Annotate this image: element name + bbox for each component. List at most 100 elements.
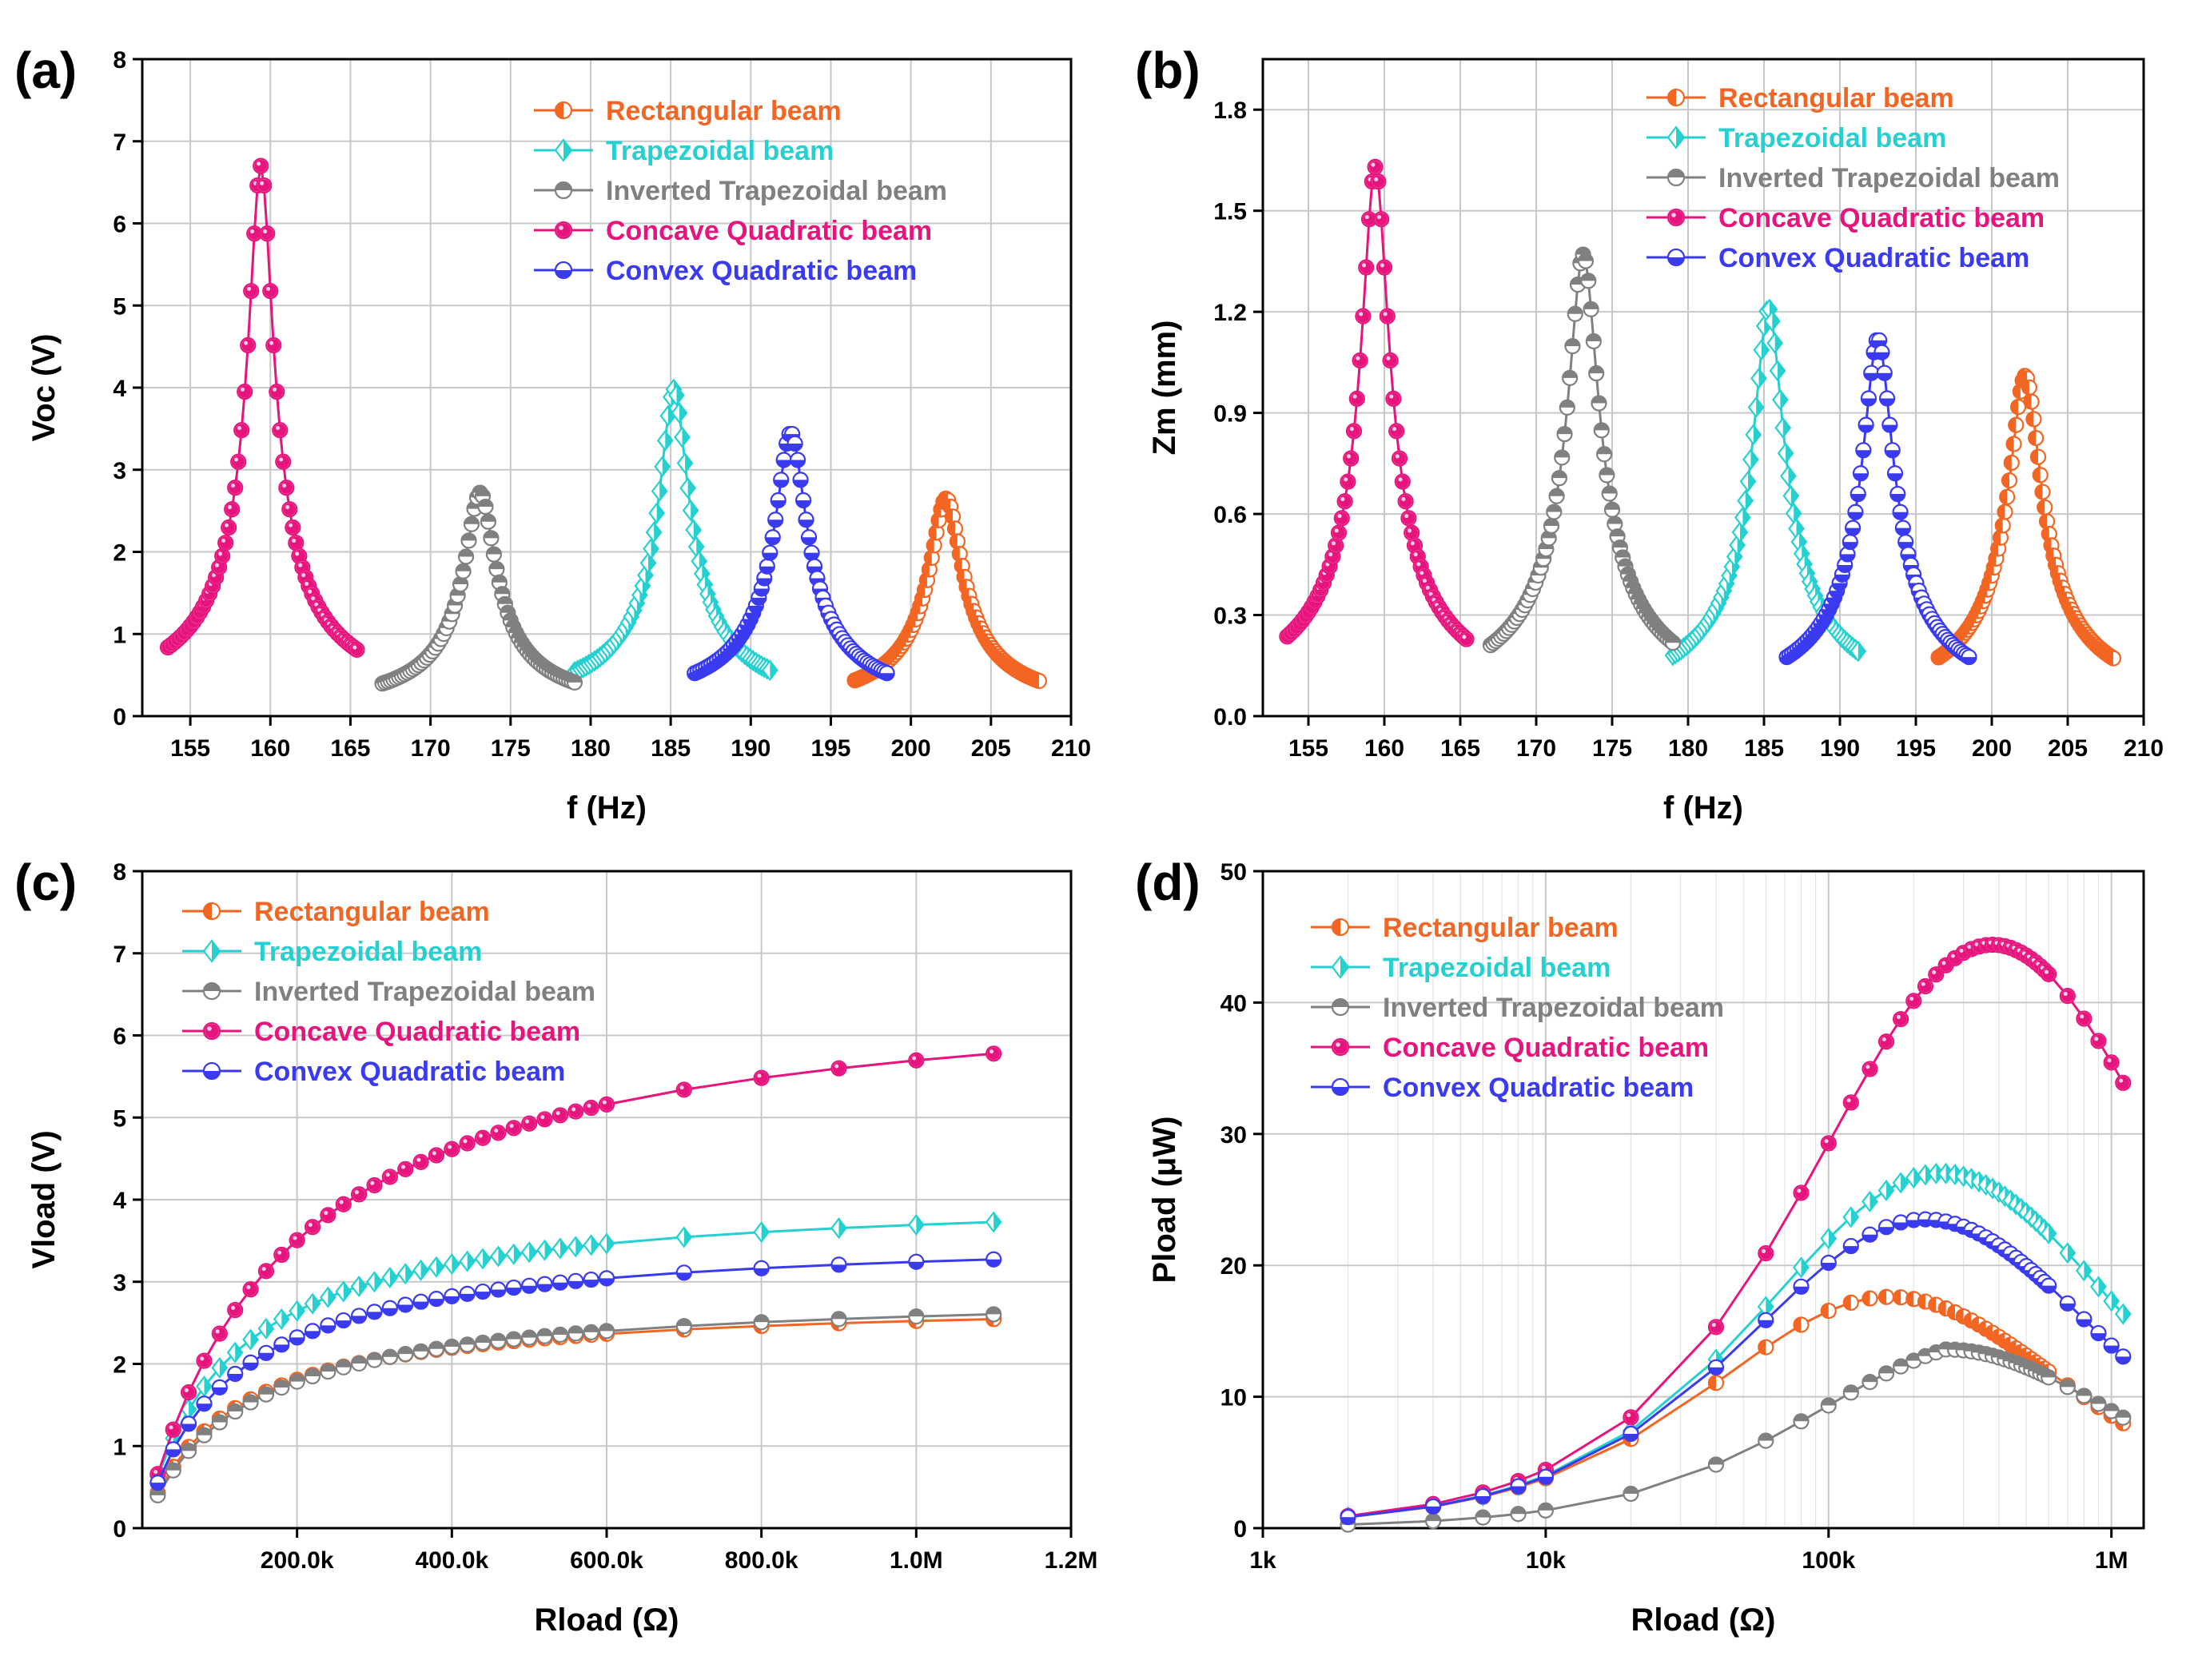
x-tick-label: 155 bbox=[170, 735, 210, 762]
data-point bbox=[1424, 1498, 1442, 1515]
y-tick-label: 1.5 bbox=[1213, 199, 1247, 225]
data-point bbox=[320, 1317, 336, 1334]
x-tick-label: 205 bbox=[971, 735, 1011, 762]
x-tick-label: 100k bbox=[1802, 1547, 1855, 1574]
data-point bbox=[536, 1276, 553, 1292]
legend-entry: Inverted Trapezoidal beam bbox=[182, 977, 595, 1007]
data-point bbox=[521, 1115, 538, 1132]
data-point bbox=[1475, 1487, 1491, 1505]
series-convex-quadratic-beam bbox=[1340, 1211, 2132, 1526]
y-tick-label: 7 bbox=[113, 942, 126, 968]
legend-entry: Trapezoidal beam bbox=[182, 937, 482, 967]
data-point bbox=[1382, 352, 1399, 369]
data-point bbox=[1847, 504, 1864, 520]
data-point bbox=[2001, 472, 2018, 489]
x-tick-label: 200 bbox=[891, 735, 931, 762]
series-concave-quadratic-beam bbox=[149, 1045, 1002, 1483]
data-point bbox=[304, 1292, 321, 1315]
data-point bbox=[1862, 1061, 1878, 1077]
data-point bbox=[428, 1256, 445, 1278]
data-point bbox=[214, 547, 231, 564]
data-point bbox=[1367, 158, 1384, 175]
legend-label: Inverted Trapezoidal beam bbox=[1383, 993, 1724, 1023]
data-point bbox=[281, 501, 298, 518]
data-point bbox=[1340, 1509, 1356, 1526]
legend-entry: Concave Quadratic beam bbox=[534, 216, 932, 246]
data-point bbox=[1603, 501, 1621, 518]
data-point bbox=[1388, 423, 1405, 440]
data-point bbox=[1878, 390, 1896, 407]
data-point bbox=[830, 1217, 847, 1240]
legend-entry: Trapezoidal beam bbox=[534, 136, 834, 166]
series-concave-quadratic-beam bbox=[1279, 158, 1475, 647]
data-point bbox=[381, 1266, 399, 1288]
data-point bbox=[273, 1246, 290, 1264]
panel-label: (a) bbox=[14, 42, 77, 99]
data-point bbox=[1750, 367, 1767, 389]
data-point bbox=[490, 1281, 507, 1298]
data-point bbox=[651, 480, 668, 502]
data-point bbox=[908, 1052, 925, 1069]
x-tick-label: 210 bbox=[1051, 735, 1091, 762]
data-point bbox=[687, 535, 705, 558]
data-point bbox=[2103, 1290, 2120, 1312]
x-tick-label: 155 bbox=[1288, 735, 1328, 762]
data-point bbox=[923, 549, 940, 567]
data-point bbox=[908, 1253, 925, 1270]
data-point bbox=[764, 529, 781, 546]
data-point bbox=[2041, 1369, 2057, 1386]
data-point bbox=[253, 157, 269, 174]
data-point bbox=[753, 1221, 770, 1244]
series-rectangular-beam bbox=[1930, 368, 2122, 667]
y-tick-label: 1.2 bbox=[1213, 300, 1247, 326]
data-point bbox=[2115, 1348, 2132, 1365]
plot-frame bbox=[1261, 58, 2145, 718]
data-point bbox=[598, 1323, 615, 1340]
data-point bbox=[227, 480, 244, 496]
data-point bbox=[753, 1314, 770, 1331]
data-point bbox=[246, 225, 263, 242]
data-point bbox=[474, 1334, 492, 1352]
data-point bbox=[304, 1323, 321, 1340]
data-point bbox=[1559, 399, 1575, 416]
data-point bbox=[2090, 1033, 2107, 1049]
data-point bbox=[269, 383, 285, 400]
x-tick-label: 1k bbox=[1249, 1547, 1276, 1574]
data-point bbox=[366, 1304, 383, 1320]
data-point bbox=[1884, 442, 1901, 459]
data-point bbox=[1623, 1409, 1639, 1426]
panel-label: (d) bbox=[1135, 854, 1201, 911]
y-tick-label: 2 bbox=[113, 540, 126, 567]
data-point bbox=[412, 1153, 429, 1170]
y-tick-label: 7 bbox=[113, 129, 126, 156]
data-point bbox=[320, 1363, 336, 1380]
data-point bbox=[1763, 310, 1781, 332]
data-point bbox=[1905, 1352, 1922, 1369]
legend-entry: Inverted Trapezoidal beam bbox=[534, 176, 947, 206]
data-point bbox=[1961, 649, 1977, 666]
data-point bbox=[273, 1308, 290, 1331]
data-point bbox=[2059, 1379, 2076, 1395]
data-point bbox=[2115, 1409, 2132, 1426]
data-point bbox=[1333, 510, 1350, 527]
data-point bbox=[1731, 521, 1749, 543]
data-point bbox=[273, 1336, 290, 1353]
data-point bbox=[1591, 395, 1607, 412]
data-point bbox=[444, 1141, 460, 1157]
data-point bbox=[1877, 1365, 1895, 1382]
legend-entry: Rectangular beam bbox=[182, 897, 490, 927]
x-tick-label: 190 bbox=[731, 735, 770, 762]
data-point bbox=[1734, 506, 1751, 529]
data-point bbox=[951, 546, 968, 563]
x-tick-label: 190 bbox=[1820, 735, 1860, 762]
data-point bbox=[1876, 364, 1893, 381]
x-tick-label: 1M bbox=[2095, 1547, 2128, 1574]
data-point bbox=[1556, 425, 1573, 443]
data-point bbox=[2103, 1054, 2120, 1071]
data-point bbox=[1862, 1226, 1878, 1243]
data-point bbox=[1842, 1294, 1859, 1311]
data-point bbox=[304, 1367, 321, 1385]
data-point bbox=[639, 551, 657, 574]
data-point bbox=[2037, 499, 2053, 516]
data-point bbox=[1845, 520, 1862, 536]
